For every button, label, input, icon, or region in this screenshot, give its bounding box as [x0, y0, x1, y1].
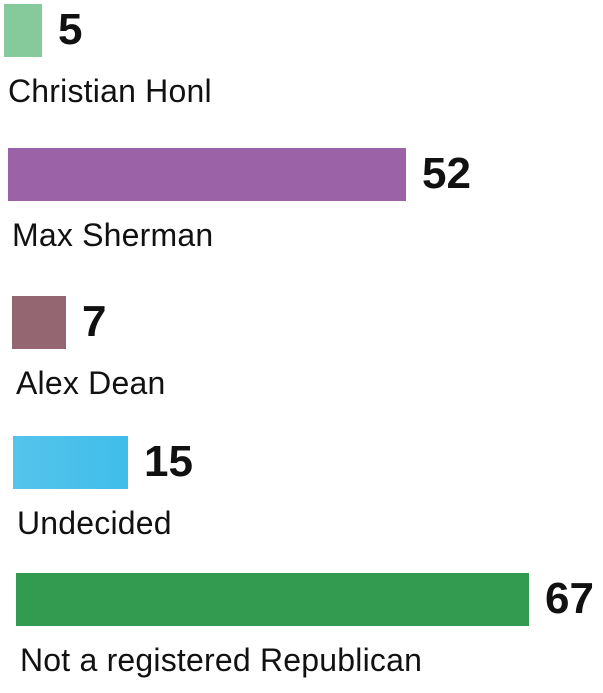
bar: [8, 148, 406, 201]
value-label: 52: [422, 149, 471, 198]
horizontal-bar-chart: 5 Christian Honl 52 Max Sherman 7 Alex Dean 15…: [0, 4, 603, 678]
category-label: Not a registered Republican: [20, 642, 423, 678]
bar: [16, 573, 529, 626]
bar: [13, 436, 128, 489]
category-label: Alex Dean: [16, 365, 166, 401]
bar-row: 52 Max Sherman: [0, 148, 603, 268]
value-label: 5: [58, 5, 83, 54]
value-label: 15: [144, 437, 193, 486]
category-label: Undecided: [17, 505, 172, 541]
bar-row: 7 Alex Dean: [0, 296, 603, 416]
value-label: 67: [545, 574, 594, 623]
category-label: Max Sherman: [12, 217, 214, 253]
bar: [4, 4, 42, 57]
bar-row: 67 Not a registered Republican: [0, 573, 603, 693]
bar-row: 5 Christian Honl: [0, 4, 603, 124]
bar-row: 15 Undecided: [0, 436, 603, 556]
value-label: 7: [82, 297, 107, 346]
bar: [12, 296, 66, 349]
category-label: Christian Honl: [8, 73, 212, 109]
